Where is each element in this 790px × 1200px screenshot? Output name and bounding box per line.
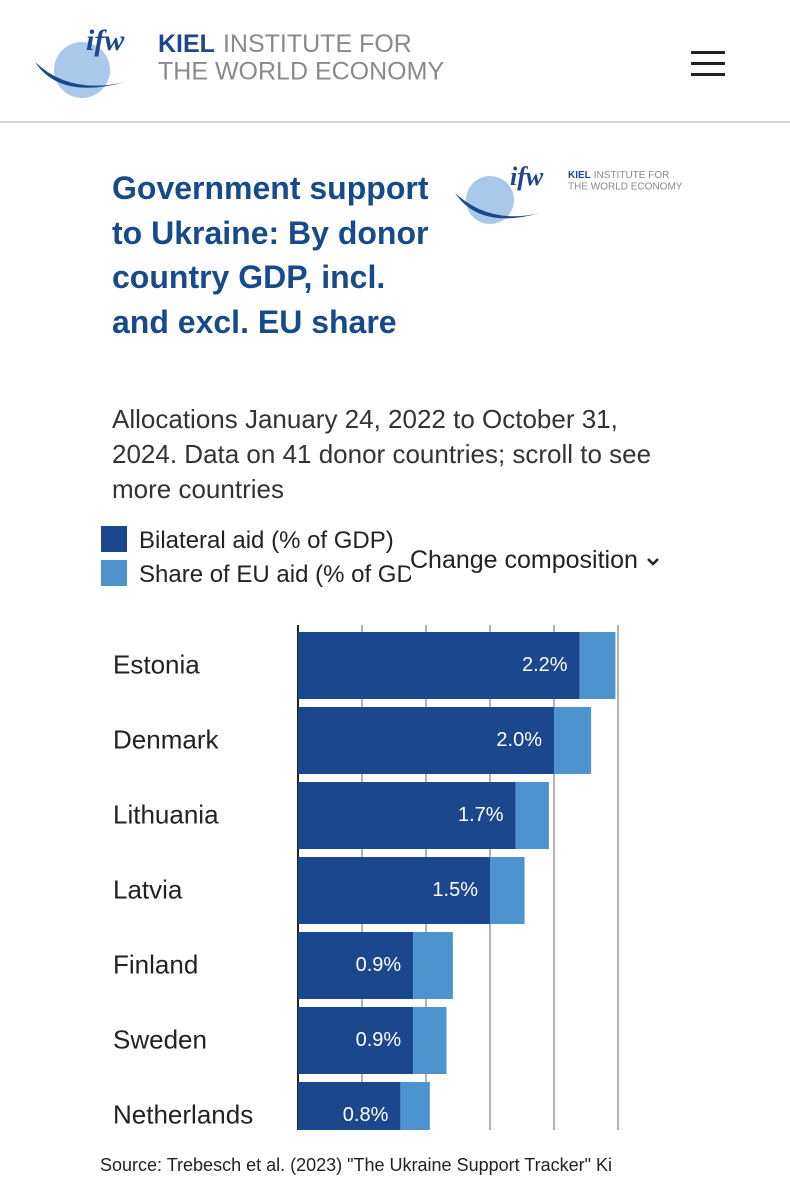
logo-swoosh <box>35 62 125 88</box>
bar <box>400 1082 430 1130</box>
bar <box>515 782 549 849</box>
menu-button[interactable] <box>691 51 725 76</box>
legend-swatch <box>101 560 127 586</box>
y-tick-label: Finland <box>113 949 198 979</box>
chart-title: Government support to Ukraine: By donor … <box>112 170 429 340</box>
bar <box>298 782 516 849</box>
header: ifw KIEL INSTITUTE FOR THE WORLD ECONOMY <box>0 0 790 123</box>
plot-area: Estonia 2.2% Denmark 2.0% Lithuania 1.7% Latvi… <box>113 625 619 1130</box>
y-tick-label: Estonia <box>113 649 200 679</box>
value-label: 2.2% <box>522 654 568 676</box>
logo-line2: THE WORLD ECONOMY <box>158 58 444 86</box>
value-label: 2.0% <box>496 729 542 751</box>
logo-swoosh <box>455 193 540 219</box>
bar <box>298 1007 414 1074</box>
bar <box>298 707 554 774</box>
chevron <box>646 558 659 566</box>
y-tick-label: Denmark <box>113 724 219 754</box>
source: Source: Trebesch et al. (2023) "The Ukra… <box>100 1155 613 1175</box>
chart-subtitle: Allocations January 24, 2022 to October … <box>112 404 652 504</box>
menu-bar <box>691 51 725 54</box>
bar <box>298 1082 401 1130</box>
y-tick-label: Lithuania <box>113 799 219 829</box>
y-tick-label: Sweden <box>113 1024 207 1054</box>
y-tick-label: Netherlands <box>113 1099 253 1129</box>
logo-text: KIEL INSTITUTE FOR <box>568 170 669 181</box>
value-label: 0.9% <box>356 1029 402 1051</box>
menu-bar <box>691 62 725 65</box>
y-tick-label: Latvia <box>113 874 183 904</box>
bar <box>413 1007 447 1074</box>
logo-text: KIEL INSTITUTE FOR <box>158 30 412 58</box>
legend-item: Share of EU aid (% of GDP) <box>101 560 411 588</box>
logo-bold: KIEL <box>568 170 591 181</box>
dropdown-label: Change composition <box>410 546 638 574</box>
bar <box>579 632 616 699</box>
bar <box>298 932 414 999</box>
legend-label: Share of EU aid (% of GDP) <box>139 561 411 588</box>
legend-swatch <box>101 526 127 552</box>
value-label: 1.7% <box>458 804 504 826</box>
menu-bar <box>691 73 725 76</box>
logo-line1: INSTITUTE FOR <box>223 30 412 58</box>
bar <box>413 932 453 999</box>
logo-mark: ifw <box>86 24 125 57</box>
bar <box>298 857 490 924</box>
logo-mark: ifw <box>510 162 544 191</box>
value-label: 1.5% <box>432 879 478 901</box>
dropdown[interactable]: Change composition <box>410 546 665 575</box>
logo[interactable]: ifw KIEL INSTITUTE FOR THE WORLD ECONOMY <box>0 0 790 121</box>
logo-line2: THE WORLD ECONOMY <box>568 182 683 193</box>
value-label: 0.8% <box>343 1104 389 1126</box>
logo-bold: KIEL <box>158 30 215 58</box>
chart: Estonia 2.2% Denmark 2.0% Lithuania 1.7% Latvi… <box>113 625 619 1130</box>
legend-item: Bilateral aid (% of GDP) <box>101 526 411 554</box>
logo-line1: INSTITUTE FOR <box>594 170 670 181</box>
legend-label: Bilateral aid (% of GDP) <box>139 527 394 554</box>
chart-logo: ifw KIEL INSTITUTE FOR THE WORLD ECONOMY <box>455 162 683 224</box>
bar <box>554 707 592 774</box>
bar <box>298 632 580 699</box>
value-label: 0.9% <box>356 954 402 976</box>
bar <box>490 857 525 924</box>
